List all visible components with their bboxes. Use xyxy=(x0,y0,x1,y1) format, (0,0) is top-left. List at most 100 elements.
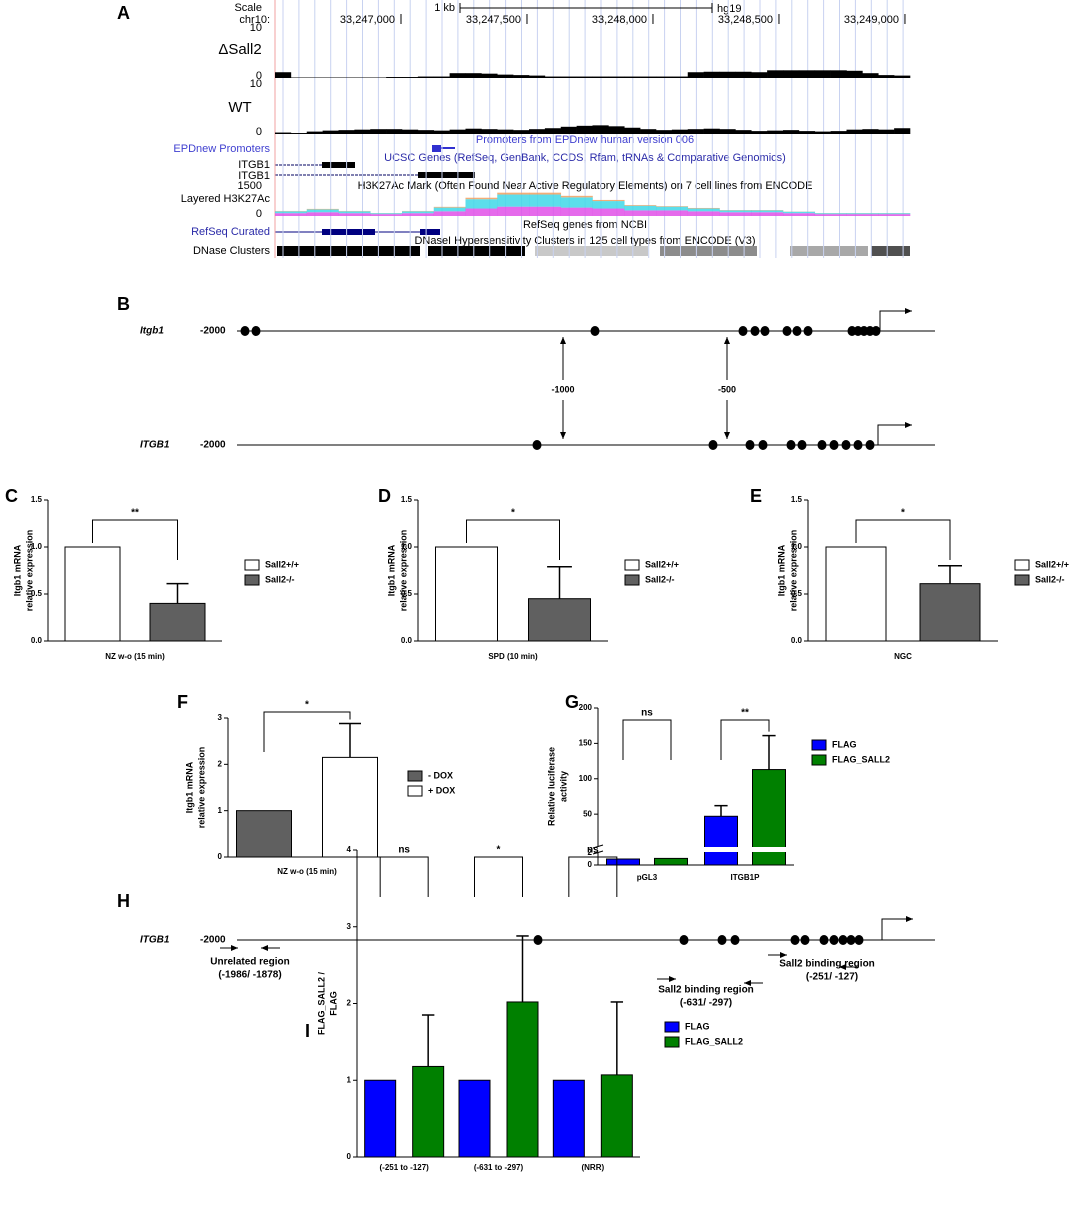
legend-label: Sall2-/- xyxy=(645,574,675,584)
significance-bracket xyxy=(720,719,770,760)
signal-bin xyxy=(513,75,530,78)
signal-bin xyxy=(862,129,879,134)
significance-label: * xyxy=(305,700,309,711)
h3k27ac-layer xyxy=(370,214,403,216)
signal-bin xyxy=(417,130,435,134)
signal-bin xyxy=(275,132,292,134)
signal-bin xyxy=(767,70,784,78)
signal-bin xyxy=(671,76,689,78)
binding-site xyxy=(717,935,727,945)
signal-bin xyxy=(798,70,816,78)
signal-bin xyxy=(544,76,562,78)
h3k27ac-layer xyxy=(687,208,720,212)
signal-bin xyxy=(878,129,895,134)
binding-site xyxy=(838,935,848,945)
gene-exon xyxy=(420,229,440,235)
x-tick-label: 33,248,500 xyxy=(718,14,773,26)
binding-site xyxy=(240,326,250,336)
gene-models xyxy=(275,145,910,256)
legend-swatch xyxy=(407,785,423,797)
legend-label: FLAG xyxy=(832,739,857,749)
binding-site xyxy=(760,326,770,336)
significance-bracket xyxy=(474,856,523,897)
legend-swatch xyxy=(244,574,260,586)
h3k27ac-layer xyxy=(497,206,530,216)
y-tick-label: 1.5 xyxy=(31,495,43,504)
signal-bin xyxy=(671,129,689,134)
axis-break xyxy=(592,847,794,852)
legend-label: FLAG_SALL2 xyxy=(832,754,890,764)
signal-bin xyxy=(449,129,466,134)
binding-site xyxy=(841,440,851,450)
region-name: Unrelated region xyxy=(210,957,289,968)
h3k27ac-layer xyxy=(719,212,752,216)
x-tick-label: ITGB1P xyxy=(731,873,761,882)
signal-bin xyxy=(275,72,292,78)
signal-bin xyxy=(497,74,514,78)
signal-bin xyxy=(322,130,339,134)
binding-site xyxy=(750,326,760,336)
signal-bin xyxy=(306,131,323,134)
legend-swatch xyxy=(407,770,423,782)
y-axis-label: Relative luciferase xyxy=(546,747,556,826)
signal-bin xyxy=(608,76,625,78)
h3k27ac-layer xyxy=(846,214,879,216)
legend-swatch xyxy=(664,1021,680,1033)
significance-bracket xyxy=(568,856,618,897)
track-label: DNase Clusters xyxy=(193,245,271,257)
panel-label: F xyxy=(177,692,188,712)
signal-bin xyxy=(751,72,768,78)
binding-site xyxy=(819,935,829,945)
binding-site xyxy=(758,440,768,450)
binding-site xyxy=(730,935,740,945)
axis-break-mark xyxy=(592,850,604,855)
y-tick-label: 0 xyxy=(256,208,262,220)
signal-bin xyxy=(386,77,403,78)
signal-bin xyxy=(481,73,498,78)
y-axis-label: FLAG xyxy=(328,991,338,1016)
y-axis-label: Itgb1 mRNA xyxy=(184,761,194,813)
significance-bracket xyxy=(379,856,429,897)
track-name: WT xyxy=(228,99,251,116)
h3k27ac-layer xyxy=(560,195,593,198)
binding-site xyxy=(846,935,856,945)
track-label: Layered H3K27Ac xyxy=(181,193,271,205)
bar xyxy=(606,858,640,866)
binding-site xyxy=(865,440,875,450)
h3k27ac-layer xyxy=(402,211,435,214)
y-tick-label: 0.5 xyxy=(401,589,413,598)
panel-label: I xyxy=(305,1021,310,1041)
y-tick-label: 2 xyxy=(347,999,352,1008)
y-tick-label: 0 xyxy=(256,70,262,82)
signal-bin xyxy=(783,70,800,78)
binding-site xyxy=(792,326,802,336)
signal-bin xyxy=(402,129,419,134)
signal-bin xyxy=(402,77,419,78)
track-name: ΔSall2 xyxy=(218,41,261,58)
bar xyxy=(919,583,981,642)
h3k27ac-layer xyxy=(560,197,593,208)
gene-exon xyxy=(322,162,355,168)
position-label: -2000 xyxy=(200,440,226,451)
region-range: (-631/ -297) xyxy=(680,998,732,1009)
h3k27ac-layer xyxy=(656,206,689,211)
y-tick-label: 4 xyxy=(347,845,352,854)
bar xyxy=(552,1079,585,1158)
binding-site xyxy=(800,935,810,945)
binding-site xyxy=(871,326,881,336)
region-name: Sall2 binding region xyxy=(779,959,875,970)
signal-bin xyxy=(592,125,609,134)
signal-bin xyxy=(687,129,704,134)
legend-label: Sall2-/- xyxy=(265,574,295,584)
h3k27ac-layer xyxy=(624,210,657,216)
h3k27ac-layer xyxy=(687,211,720,216)
signal-bin xyxy=(370,129,387,134)
h3k27ac-layer xyxy=(370,213,403,215)
signal-bin xyxy=(798,131,816,134)
gene-name: ITGB1 xyxy=(140,440,170,451)
y-axis-label: relative expression xyxy=(24,530,34,612)
h3k27ac-layer xyxy=(592,199,625,202)
bar xyxy=(322,756,378,858)
legend-label: FLAG_SALL2 xyxy=(685,1036,743,1046)
